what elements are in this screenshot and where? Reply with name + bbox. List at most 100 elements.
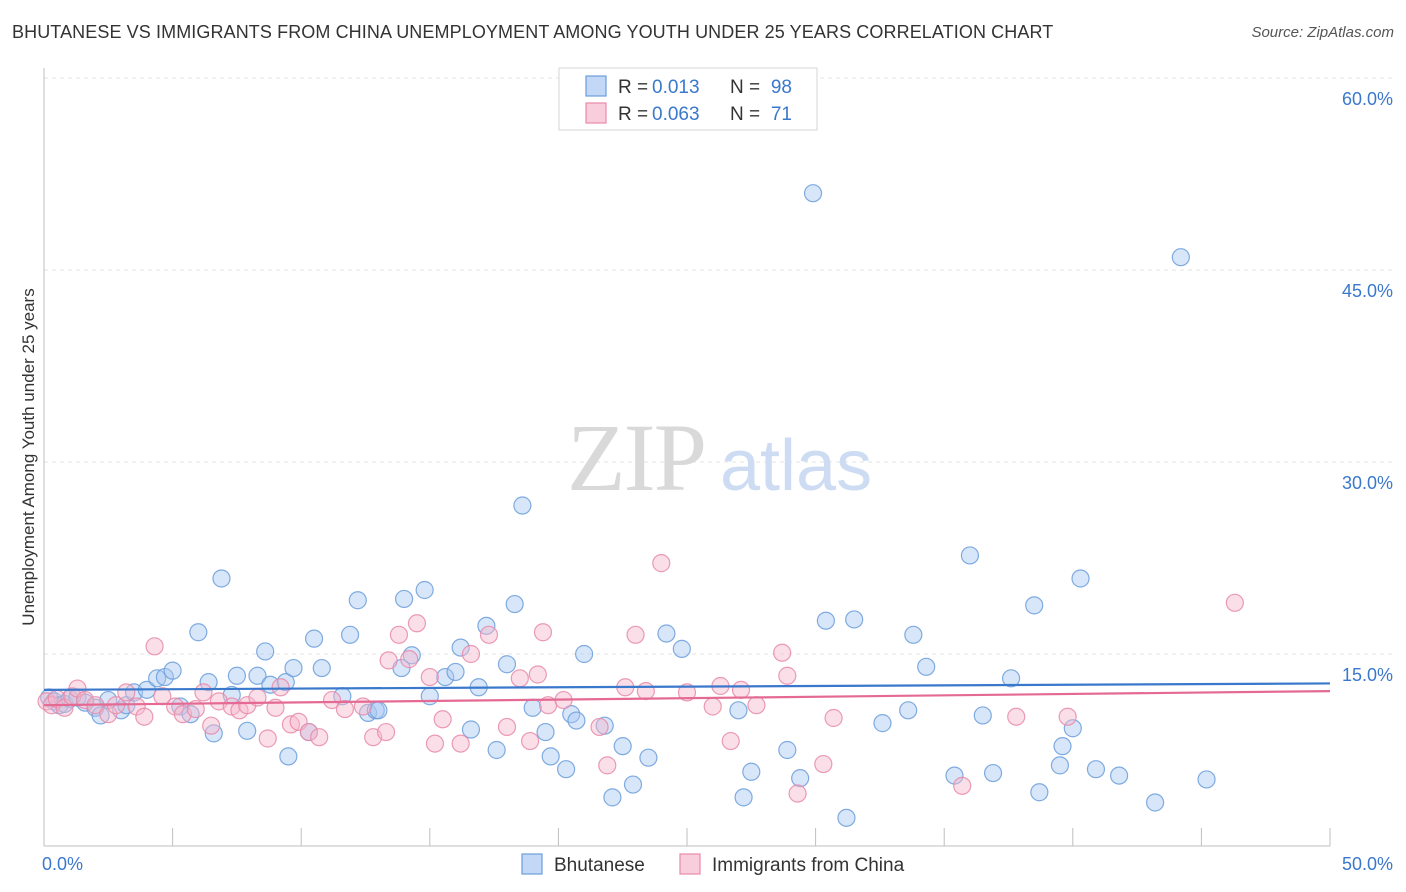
- china-point: [407, 614, 427, 633]
- china-point: [1225, 593, 1244, 612]
- bhutanese-point: [672, 639, 691, 658]
- china-point: [335, 699, 355, 719]
- bhutanese-point: [276, 673, 295, 692]
- china-point: [598, 756, 617, 775]
- axes: [43, 68, 1331, 847]
- bhutanese-point: [1146, 793, 1165, 812]
- china-point: [117, 683, 136, 702]
- legend-n-label: N =: [730, 104, 760, 125]
- bhutanese-point: [513, 496, 532, 515]
- bhutanese-point: [623, 775, 643, 794]
- legend-r-value: 0.013: [652, 77, 700, 98]
- legend-n-label: N =: [730, 77, 760, 98]
- china-point: [773, 643, 792, 662]
- china-point: [451, 734, 470, 753]
- legend-r-label: R =: [618, 104, 648, 125]
- china-point: [238, 696, 257, 715]
- bhutanese-point: [837, 808, 856, 827]
- bhutanese-point: [505, 594, 524, 614]
- bhutanese-point: [1030, 783, 1049, 802]
- bhutanese-point: [446, 662, 465, 682]
- watermark-atlas: atlas: [720, 426, 872, 506]
- legend-swatch-china: [679, 853, 701, 875]
- china-point: [590, 717, 609, 737]
- bhutanese-point: [256, 642, 275, 661]
- china-point: [299, 722, 319, 742]
- bhutanese-point: [497, 655, 517, 674]
- bhutanese-point: [1025, 596, 1044, 615]
- data-points: [37, 184, 1244, 827]
- bhutanese-point: [742, 762, 761, 781]
- china-point: [433, 710, 452, 729]
- china-point: [814, 754, 833, 774]
- legend-r-value: 0.063: [652, 104, 700, 125]
- legend-label-china: Immigrants from China: [712, 855, 905, 876]
- china-point: [778, 666, 797, 685]
- bhutanese-point: [603, 788, 622, 807]
- china-point: [186, 699, 205, 719]
- china-point: [497, 717, 517, 737]
- china-point: [788, 784, 807, 803]
- china-point: [271, 678, 290, 697]
- china-point: [420, 667, 439, 687]
- y-tick-label: 15.0%: [1342, 665, 1393, 685]
- china-point: [824, 708, 843, 728]
- bhutanese-point: [639, 748, 658, 767]
- legend-swatch-bhutanese: [585, 75, 607, 97]
- china-point: [379, 651, 398, 670]
- bhutanese-point: [523, 698, 542, 717]
- bhutanese-point: [212, 569, 231, 588]
- bhutanese-point: [945, 766, 964, 785]
- bhutanese-point: [1050, 756, 1070, 775]
- bhutanese-point: [420, 687, 439, 706]
- china-point: [461, 644, 481, 664]
- china-point: [1007, 707, 1026, 726]
- china-point: [202, 716, 221, 735]
- china-point: [677, 683, 697, 702]
- bhutanese-point: [189, 623, 208, 642]
- bhutanese-point: [248, 666, 267, 685]
- china-point: [747, 696, 766, 715]
- china-point: [194, 683, 213, 702]
- bhutanese-point: [567, 711, 586, 730]
- china-point: [353, 697, 373, 716]
- china-point: [721, 731, 740, 751]
- bhutanese-point: [148, 669, 167, 688]
- china-point: [166, 697, 185, 716]
- bhutanese-point: [541, 747, 560, 766]
- china-point: [425, 734, 445, 753]
- china-point: [389, 625, 409, 644]
- bhutanese-point: [163, 661, 182, 680]
- bhutanese-point: [734, 788, 753, 807]
- bhutanese-point: [304, 629, 324, 648]
- watermark-zip: ZIP: [567, 404, 705, 511]
- china-trend-line: [43, 690, 1331, 707]
- china-point: [528, 665, 547, 684]
- grid-lines: [44, 77, 1392, 655]
- bhutanese-point: [575, 644, 594, 664]
- watermark: ZIP atlas: [567, 404, 872, 511]
- bhutanese-point: [899, 701, 918, 720]
- china-point: [479, 625, 499, 644]
- tick-labels: 15.0% 30.0% 45.0% 60.0% 0.0% 50.0%: [42, 89, 1393, 874]
- bhutanese-point: [657, 624, 676, 643]
- china-point: [127, 697, 146, 716]
- bhutanese-point: [461, 720, 481, 739]
- legend-swatch-bhutanese: [521, 853, 543, 875]
- bhutanese-point: [394, 589, 414, 609]
- china-point: [322, 690, 342, 710]
- china-point: [636, 682, 655, 701]
- legend-r-label: R =: [618, 77, 648, 98]
- bhutanese-point: [983, 763, 1003, 783]
- bhutanese-point: [1171, 248, 1190, 267]
- y-axis-label: Unemployment Among Youth under 25 years: [19, 288, 38, 625]
- bhutanese-point: [312, 658, 331, 678]
- bhutanese-point: [348, 591, 367, 610]
- china-point: [376, 722, 396, 742]
- bhutanese-point: [1053, 737, 1072, 756]
- china-point: [258, 729, 277, 748]
- bhutanese-point: [279, 747, 298, 766]
- bhutanese-point: [369, 701, 388, 720]
- trend-lines: [43, 682, 1331, 707]
